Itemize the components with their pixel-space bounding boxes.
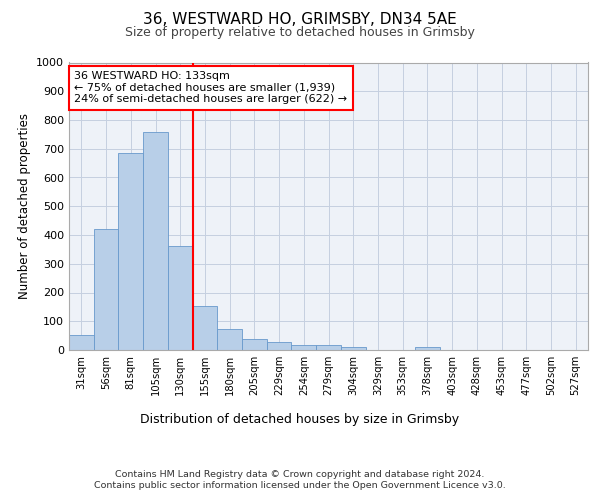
Text: Distribution of detached houses by size in Grimsby: Distribution of detached houses by size …: [140, 412, 460, 426]
Bar: [217, 328, 242, 350]
Bar: [94, 228, 118, 350]
Bar: [292, 345, 316, 350]
Bar: [118, 153, 143, 350]
Bar: [242, 338, 267, 350]
Bar: [69, 335, 94, 350]
Y-axis label: Number of detached properties: Number of detached properties: [17, 114, 31, 299]
Text: Size of property relative to detached houses in Grimsby: Size of property relative to detached ho…: [125, 26, 475, 39]
Bar: [143, 132, 168, 350]
Bar: [193, 306, 217, 350]
Text: Contains public sector information licensed under the Open Government Licence v3: Contains public sector information licen…: [94, 481, 506, 490]
Bar: [168, 246, 193, 350]
Bar: [341, 347, 365, 350]
Bar: [316, 345, 341, 350]
Text: 36 WESTWARD HO: 133sqm
← 75% of detached houses are smaller (1,939)
24% of semi-: 36 WESTWARD HO: 133sqm ← 75% of detached…: [74, 71, 347, 104]
Text: Contains HM Land Registry data © Crown copyright and database right 2024.: Contains HM Land Registry data © Crown c…: [115, 470, 485, 479]
Bar: [267, 342, 292, 350]
Bar: [415, 347, 440, 350]
Text: 36, WESTWARD HO, GRIMSBY, DN34 5AE: 36, WESTWARD HO, GRIMSBY, DN34 5AE: [143, 12, 457, 28]
